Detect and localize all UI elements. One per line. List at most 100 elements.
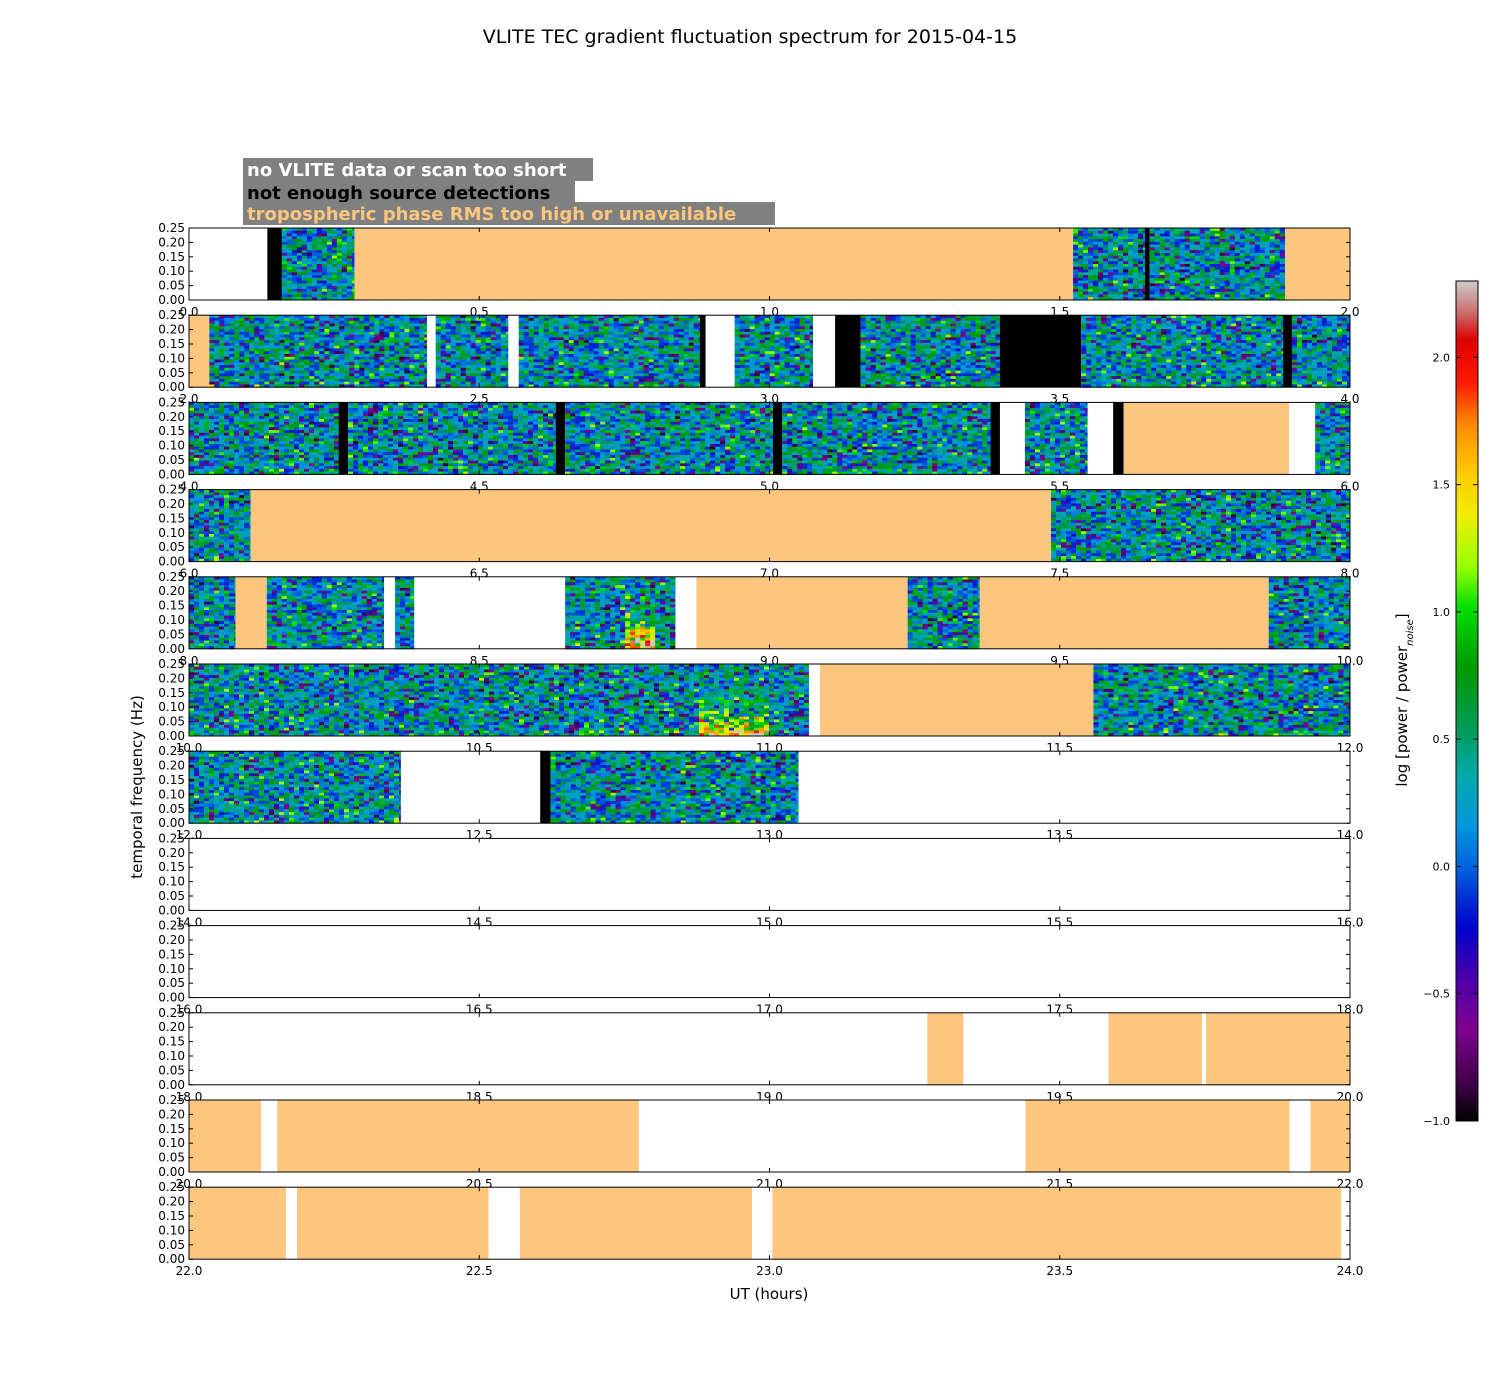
status-segment-trop xyxy=(189,1187,286,1260)
y-tick-label: 0.15 xyxy=(158,337,185,351)
chart-title: VLITE TEC gradient fluctuation spectrum … xyxy=(483,26,1017,48)
spectrum-segment xyxy=(189,489,251,562)
y-tick-label: 0.05 xyxy=(158,540,185,554)
spectrum-segment xyxy=(1051,489,1351,562)
status-segment-trop xyxy=(235,576,267,649)
y-tick-label: 0.25 xyxy=(158,1006,185,1020)
spectrum-segment xyxy=(782,402,992,475)
panel-1: 0.000.050.100.150.200.252.0 2.5 3.0 3.5 4.0 xyxy=(158,308,1359,406)
y-tick-label: 0.00 xyxy=(158,991,185,1005)
status-segment-none xyxy=(414,576,566,649)
colorbar-tick-label: 2.0 xyxy=(1433,351,1451,364)
y-tick-label: 0.00 xyxy=(158,555,185,569)
status-segment-trop xyxy=(354,228,1074,300)
status-segment-none xyxy=(1341,1187,1350,1260)
status-segment-trop xyxy=(820,664,1094,736)
y-tick-label: 0.05 xyxy=(158,976,185,990)
spectrum-segment xyxy=(348,402,557,475)
y-tick-label: 0.25 xyxy=(158,919,185,933)
spectrum-segment xyxy=(734,315,814,388)
spectrum-segment xyxy=(1268,576,1351,650)
y-tick-label: 0.15 xyxy=(158,1122,185,1136)
y-tick-label: 0.20 xyxy=(158,671,185,685)
y-tick-label: 0.15 xyxy=(158,686,185,700)
y-tick-label: 0.20 xyxy=(158,497,185,511)
legend-entry-2: tropospheric phase RMS too high or unava… xyxy=(247,204,736,225)
y-tick-label: 0.25 xyxy=(158,483,185,497)
y-tick-label: 0.05 xyxy=(158,1063,185,1077)
status-segment-trop xyxy=(696,576,908,649)
spectrum-segment xyxy=(281,228,355,301)
spectrum-segment xyxy=(1291,315,1351,388)
status-segment-trop xyxy=(1123,402,1290,475)
y-tick-label: 0.20 xyxy=(158,759,185,773)
y-tick-label: 0.05 xyxy=(158,889,185,903)
y-tick-label: 0.00 xyxy=(158,729,185,743)
y-tick-label: 0.20 xyxy=(158,1195,185,1209)
status-segment-none xyxy=(384,576,396,649)
x-tick-label: 24.0 xyxy=(1337,1264,1364,1278)
y-tick-label: 0.15 xyxy=(158,773,185,787)
y-tick-label: 0.05 xyxy=(158,802,185,816)
y-tick-label: 0.10 xyxy=(158,1136,185,1150)
y-tick-label: 0.10 xyxy=(158,1223,185,1237)
status-segment-none xyxy=(285,1187,297,1260)
y-tick-label: 0.10 xyxy=(158,787,185,801)
y-tick-label: 0.00 xyxy=(158,293,185,307)
status-segment-none xyxy=(1201,1012,1207,1085)
x-axis-label: UT (hours) xyxy=(730,1285,809,1303)
status-segment-none xyxy=(1289,402,1316,475)
status-segment-trop xyxy=(772,1187,1342,1260)
panel-3: 0.000.050.100.150.200.256.0 6.5 7.0 7.5 8.0 xyxy=(158,483,1359,581)
status-segment-few xyxy=(1113,402,1124,475)
status-segment-few xyxy=(835,315,861,388)
y-tick-label: 0.00 xyxy=(158,816,185,830)
spectrum-segment xyxy=(518,315,701,388)
status-segment-few xyxy=(555,402,566,475)
status-segment-none xyxy=(705,315,735,388)
status-segment-few xyxy=(699,315,706,388)
status-segment-few xyxy=(772,402,783,475)
status-segment-none xyxy=(189,1012,928,1085)
panel-4: 0.000.050.100.150.200.258.0 8.5 9.0 9.5 10.0 xyxy=(158,570,1363,668)
status-segment-trop xyxy=(1108,1012,1202,1085)
y-tick-label: 0.05 xyxy=(158,1151,185,1165)
y-tick-label: 0.20 xyxy=(158,410,185,424)
spectrum-segment xyxy=(1315,402,1351,475)
y-tick-label: 0.15 xyxy=(158,599,185,613)
y-tick-label: 0.20 xyxy=(158,846,185,860)
status-segment-none xyxy=(675,576,697,649)
spectrum-segment xyxy=(1073,228,1146,301)
legend-entry-1: not enough source detections xyxy=(247,183,550,204)
status-segment-few xyxy=(540,751,551,824)
status-segment-none xyxy=(752,1187,773,1260)
y-tick-label: 0.00 xyxy=(158,1078,185,1092)
status-segment-few xyxy=(1283,315,1292,388)
status-segment-trop xyxy=(979,576,1269,649)
colorbar-tick-label: −0.5 xyxy=(1423,988,1450,1001)
y-tick-label: 0.00 xyxy=(158,642,185,656)
y-tick-label: 0.05 xyxy=(158,366,185,380)
colorbar-tick-label: 0.0 xyxy=(1433,860,1451,873)
colorbar: −1.0 −0.5 0.0 0.5 1.0 1.5 2.0 log [power / powe… xyxy=(1393,280,1479,1128)
status-segment-none xyxy=(508,315,519,388)
y-tick-label: 0.15 xyxy=(158,860,185,874)
spectrum-segment xyxy=(1081,315,1284,388)
y-tick-label: 0.15 xyxy=(158,947,185,961)
status-segment-few xyxy=(267,228,282,300)
status-segment-trop xyxy=(1284,228,1350,300)
y-tick-label: 0.00 xyxy=(158,467,185,481)
status-segment-none xyxy=(808,664,821,736)
status-segment-none xyxy=(189,228,268,300)
x-tick-label: 22.5 xyxy=(466,1264,493,1278)
y-tick-label: 0.25 xyxy=(158,1093,185,1107)
status-segment-none xyxy=(963,1012,1109,1085)
y-tick-label: 0.25 xyxy=(158,1180,185,1194)
status-segment-trop xyxy=(1310,1100,1350,1172)
